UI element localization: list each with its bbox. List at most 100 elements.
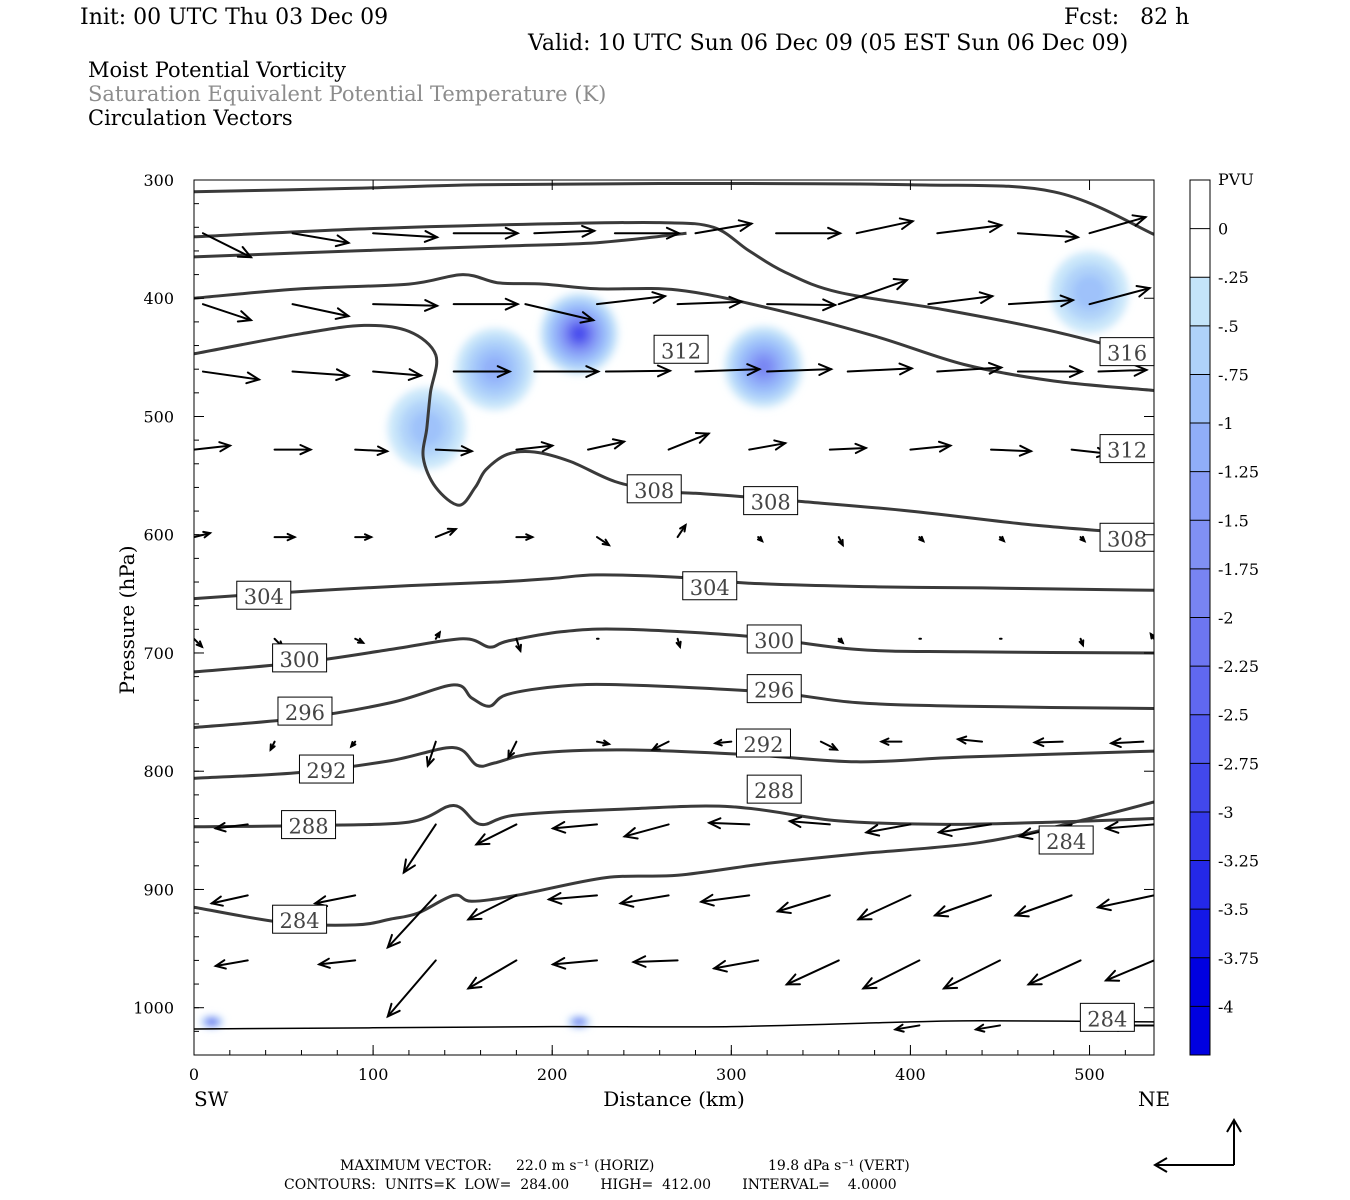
vector-head	[581, 224, 597, 238]
y-tick-label: 1000	[133, 999, 174, 1018]
vector-shaft	[467, 959, 518, 990]
vector-arrow-9-4	[550, 957, 598, 970]
vector-arrow-6-1	[349, 740, 357, 749]
vector-arrow-2-8	[846, 362, 915, 376]
contour-label-box	[746, 624, 802, 654]
vector-head	[386, 933, 401, 950]
max-vector-label: MAXIMUM VECTOR:	[340, 1158, 492, 1174]
vector-head	[817, 363, 834, 376]
valid-time: Valid: 10 UTC Sun 06 Dec 09 (05 EST Sun …	[528, 31, 1129, 56]
vector-head	[998, 535, 1006, 543]
vector-head	[363, 533, 374, 541]
vector-shaft	[700, 894, 751, 903]
vector-arrow-9-9	[941, 959, 1001, 990]
left-end-label: SW	[194, 1087, 229, 1111]
contour-label-box	[277, 696, 333, 726]
vector-head	[746, 363, 762, 376]
theta-contour-316-0	[194, 181, 1154, 236]
colorbar-cell-min	[1190, 1006, 1210, 1055]
vector-shaft	[1007, 299, 1074, 306]
colorbar-cell-1	[1190, 228, 1210, 278]
vector-arrow-1-5	[595, 291, 668, 306]
colorbar-cell-10	[1190, 666, 1210, 715]
vector-head	[269, 743, 276, 752]
vector-arrow-6-0	[269, 740, 276, 752]
theta-contour-300-9	[194, 627, 1154, 674]
vector-arrow-2-4	[533, 365, 601, 378]
vector-head	[356, 637, 366, 644]
vector-arrow-7-0	[213, 822, 249, 833]
vector-head	[213, 822, 227, 833]
contour-label-box	[1099, 522, 1155, 552]
vector-shaft	[515, 444, 554, 451]
vector-shaft	[434, 448, 473, 453]
contour-label-292-14: 292	[735, 728, 791, 758]
vector-head	[507, 749, 515, 760]
contour-label-text: 300	[280, 648, 320, 672]
vector-shaft	[426, 740, 437, 767]
vector-head	[631, 955, 647, 968]
vector-head	[837, 637, 845, 645]
contour-label-box	[626, 474, 682, 504]
max-vector-vert: 19.8 dPa s⁻¹ (VERT)	[768, 1158, 910, 1174]
vector-arrow-6-4	[595, 739, 612, 747]
vector-head	[245, 371, 262, 385]
colorbar-label: -1	[1218, 414, 1234, 433]
colorbar-cell-5	[1190, 423, 1210, 472]
contour-label-288-16: 288	[746, 774, 802, 804]
vector-arrow-6-10	[1032, 737, 1064, 748]
vector-shaft	[936, 224, 1003, 235]
vector-head	[1108, 737, 1122, 749]
contour-label-text: 308	[1107, 527, 1147, 551]
vector-arrow-1-7	[766, 298, 838, 312]
vector-arrow-7-2	[402, 823, 437, 875]
vector-head	[1133, 363, 1149, 377]
vector-head	[1013, 905, 1030, 918]
forecast-hour: Fcst: 82 h	[1064, 5, 1190, 30]
colorbar-cell-2	[1190, 277, 1210, 326]
vector-arrow-0-3	[452, 226, 521, 240]
vector-head	[550, 821, 567, 834]
theta-contour-312-2	[194, 231, 687, 259]
contour-label-text: 284	[1087, 1007, 1127, 1031]
vector-arrow-5-2	[354, 637, 366, 644]
vector-arrow-9-2	[386, 959, 437, 1019]
field-title-theta-es: Saturation Equivalent Potential Temperat…	[88, 82, 607, 106]
pv-colorbar: PVU 0 -.25 -.5 -.75 -1 -1.25 -1.5 -1.75 -2 -2.25 -2…	[1189, 170, 1259, 1056]
vector-arrow-3-1	[273, 444, 314, 456]
vector-head	[898, 217, 916, 231]
vector-arrow-3-4	[515, 441, 555, 453]
vector-head	[775, 901, 792, 915]
vector-shaft	[894, 1024, 921, 1031]
vector-head	[474, 833, 491, 846]
theta-contour-312-3	[194, 273, 1154, 392]
vector-shaft	[694, 222, 753, 235]
theta-contour-304-7	[194, 573, 1154, 601]
vector-head	[711, 959, 728, 973]
vector-head	[1095, 898, 1112, 912]
contour-label-308-6: 308	[1099, 522, 1155, 552]
x-tick-label: 500	[1074, 1065, 1105, 1084]
vector-arrow-1-2	[372, 299, 440, 312]
contour-label-text: 300	[754, 629, 794, 653]
vector-shaft	[1014, 894, 1073, 917]
theta-contour-284-18	[194, 800, 1154, 927]
vector-arrow-1-8	[837, 278, 910, 306]
vector-arrow-7-9	[936, 823, 993, 837]
vector-arrow-0-8	[855, 217, 916, 235]
vector-shaft	[788, 820, 831, 826]
contour-label-box	[653, 334, 709, 364]
vector-shaft	[201, 232, 252, 259]
vector-head	[787, 816, 803, 829]
field-title-vectors: Circulation Vectors	[88, 106, 293, 130]
vector-head	[665, 226, 682, 240]
vector-head	[334, 234, 351, 248]
vector-shaft	[857, 894, 912, 921]
colorbar-label: -.5	[1218, 317, 1239, 336]
vector-shaft	[819, 740, 838, 751]
colorbar-cell-3	[1190, 325, 1210, 375]
vector-shaft	[551, 959, 598, 966]
vector-arrow-1-1	[291, 303, 351, 320]
vector-arrow-3-8	[828, 442, 869, 455]
vector-arrow-2-11	[1097, 363, 1149, 377]
